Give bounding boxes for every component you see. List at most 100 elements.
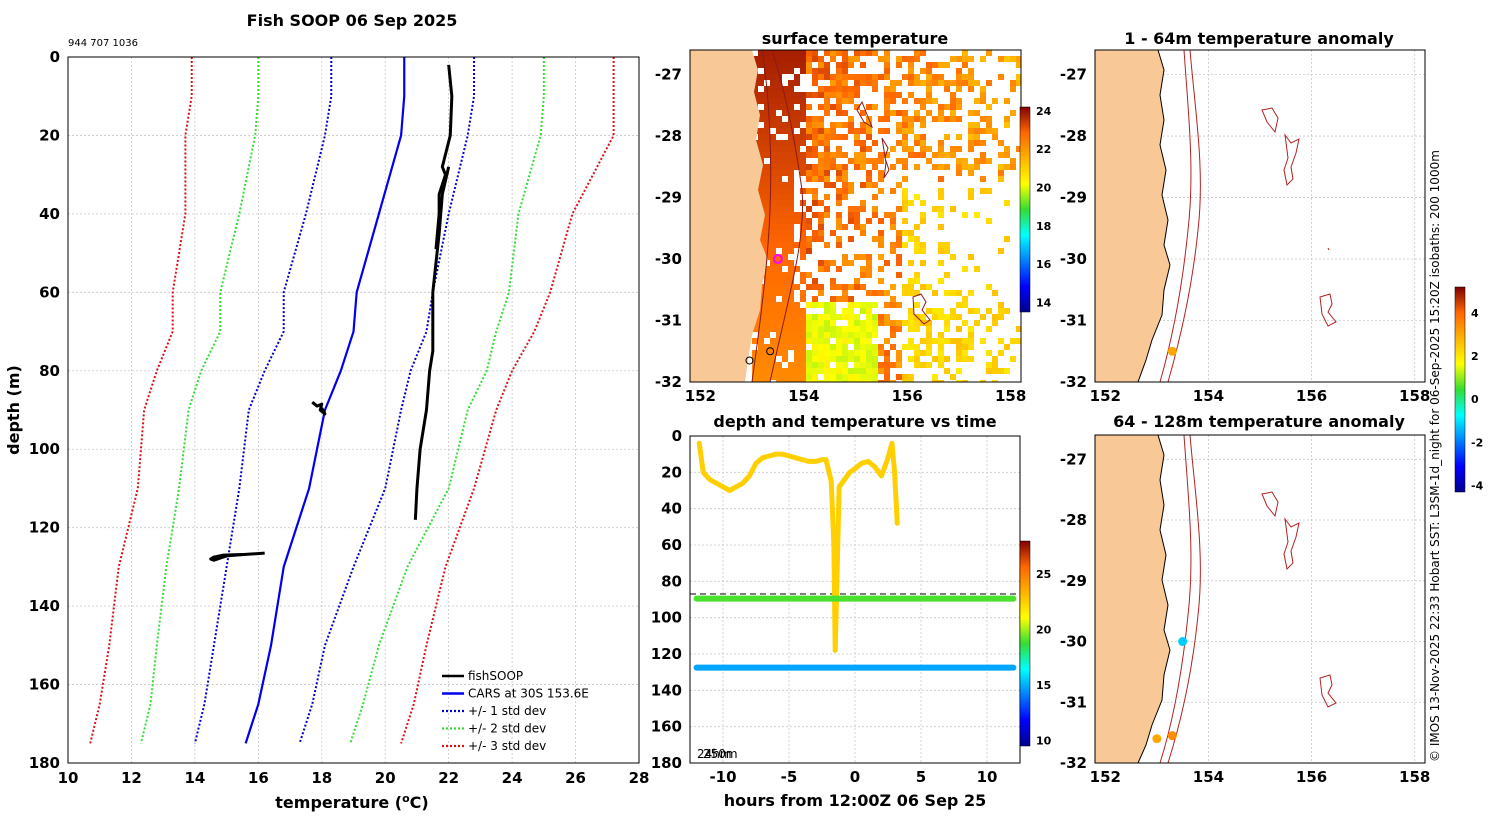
sst-pixel: [974, 98, 980, 104]
sst-pixel: [896, 62, 902, 68]
sst-pixel: [770, 152, 776, 158]
sst-pixel: [812, 338, 818, 344]
sst-pixel: [872, 50, 878, 56]
sst-pixel: [998, 314, 1004, 320]
sst-pixel: [770, 248, 776, 254]
profile-ytick-label: 20: [39, 126, 60, 144]
sst-pixel: [794, 362, 800, 368]
sst-pixel: [878, 344, 884, 350]
sst-pixel: [896, 158, 902, 164]
map-xtick-label: 158: [995, 387, 1026, 405]
sst-pixel: [758, 368, 764, 374]
sst-pixel: [800, 314, 806, 320]
map-ytick-label: -30: [1060, 633, 1087, 651]
sst-pixel: [908, 200, 914, 206]
sst-pixel: [794, 116, 800, 122]
sst-pixel: [938, 260, 944, 266]
sst-pixel: [866, 338, 872, 344]
sst-pixel: [854, 56, 860, 62]
sst-pixel: [788, 146, 794, 152]
sst-pixel: [794, 212, 800, 218]
anomaly-colorbar: -4 -2 0 2 4: [1454, 286, 1484, 493]
sst-pixel: [776, 368, 782, 374]
sst-pixel: [854, 284, 860, 290]
sst-colorbar-ticks: 14 16 18 20 22 24: [1036, 105, 1052, 310]
sst-pixel: [866, 80, 872, 86]
sst-pixel: [884, 350, 890, 356]
sst-pixel: [800, 158, 806, 164]
profile-title: Fish SOOP 06 Sep 2025: [247, 11, 458, 30]
sst-pixel: [980, 86, 986, 92]
sst-pixel: [902, 194, 908, 200]
sst-pixel: [968, 56, 974, 62]
ts-ytick-label: 60: [661, 536, 682, 554]
sst-pixel: [830, 302, 836, 308]
sst-pixel: [806, 152, 812, 158]
sst-pixel: [854, 368, 860, 374]
sst-pixel: [872, 182, 878, 188]
sst-pixel: [854, 92, 860, 98]
sst-pixel: [836, 362, 842, 368]
sst-pixel: [854, 338, 860, 344]
sst-pixel: [830, 86, 836, 92]
sst-title: surface temperature: [762, 29, 949, 48]
sst-pixel: [896, 242, 902, 248]
sst-pixel: [824, 314, 830, 320]
sst-pixel: [896, 110, 902, 116]
sst-pixel: [764, 290, 770, 296]
sst-pixel: [896, 374, 902, 380]
sst-pixel: [776, 92, 782, 98]
sst-pixel: [782, 338, 788, 344]
sst-pixel: [974, 80, 980, 86]
sst-pixel: [926, 332, 932, 338]
sst-pixel: [830, 308, 836, 314]
sst-pixel: [872, 194, 878, 200]
legend-label: CARS at 30S 153.6E: [468, 687, 589, 701]
sst-pixel: [830, 74, 836, 80]
sst-pixel: [770, 308, 776, 314]
sst-pixel: [920, 200, 926, 206]
sst-pixel: [908, 116, 914, 122]
sst-pixel: [866, 380, 872, 382]
sst-pixel: [818, 68, 824, 74]
sst-pixel: [842, 332, 848, 338]
map-xtick-label: 152: [685, 387, 716, 405]
sst-pixel: [842, 182, 848, 188]
sst-pixel: [788, 242, 794, 248]
sst-pixel: [842, 50, 848, 56]
sst-pixel: [764, 374, 770, 380]
sst-pixel: [794, 320, 800, 326]
sst-pixel: [842, 362, 848, 368]
profile-ytick-label: 120: [29, 519, 60, 537]
sst-pixel: [836, 218, 842, 224]
sst-pixel: [824, 350, 830, 356]
sst-pixel: [770, 200, 776, 206]
sst-pixel: [848, 236, 854, 242]
sst-pixel: [938, 188, 944, 194]
sst-pixel: [818, 362, 824, 368]
sst-pixel: [824, 128, 830, 134]
sst-pixel: [860, 332, 866, 338]
sst-pixel: [782, 194, 788, 200]
sst-pixel: [980, 56, 986, 62]
sst-pixel: [770, 320, 776, 326]
sst-pixel: [824, 212, 830, 218]
sst-pixel: [830, 50, 836, 56]
sst-pixel: [794, 98, 800, 104]
sst-pixel: [998, 56, 1004, 62]
sst-pixel: [824, 158, 830, 164]
sst-pixel: [818, 266, 824, 272]
sst-pixel: [782, 62, 788, 68]
sst-pixel: [926, 74, 932, 80]
sst-pixel: [764, 152, 770, 158]
ts-ytick-label: 160: [651, 718, 682, 736]
sst-pixel: [866, 344, 872, 350]
sst-pixel: [938, 212, 944, 218]
sst-pixel: [788, 308, 794, 314]
sst-pixel: [818, 302, 824, 308]
sst-pixel: [908, 92, 914, 98]
sst-pixel: [956, 368, 962, 374]
sst-pixel: [884, 260, 890, 266]
sst-pixel: [794, 146, 800, 152]
ts-ytick-label: 180: [651, 754, 682, 772]
